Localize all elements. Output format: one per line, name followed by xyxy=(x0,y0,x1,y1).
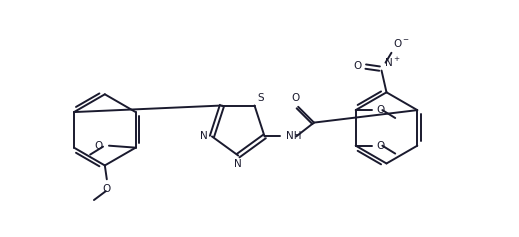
Text: N$^+$: N$^+$ xyxy=(384,55,400,68)
Text: O: O xyxy=(353,61,362,71)
Text: S: S xyxy=(257,92,264,103)
Text: N: N xyxy=(200,132,208,141)
Text: O: O xyxy=(376,105,385,115)
Text: O: O xyxy=(376,141,385,151)
Text: O: O xyxy=(95,141,103,151)
Text: NH: NH xyxy=(286,132,302,141)
Text: N: N xyxy=(235,159,242,169)
Text: O: O xyxy=(103,184,111,194)
Text: O$^-$: O$^-$ xyxy=(393,37,411,49)
Text: O: O xyxy=(291,93,299,103)
